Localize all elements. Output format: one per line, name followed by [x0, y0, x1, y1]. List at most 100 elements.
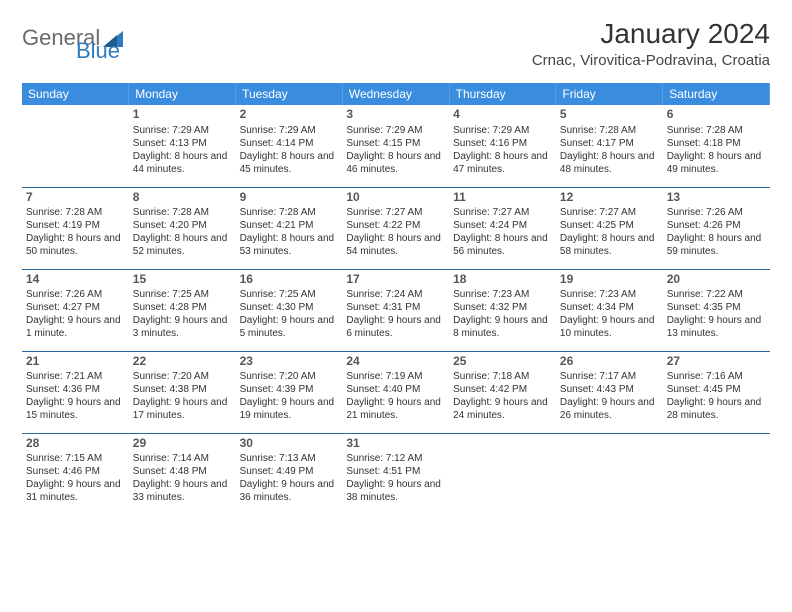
day-number: 27 [667, 354, 766, 370]
sunset-text: Sunset: 4:43 PM [560, 383, 659, 396]
sunset-text: Sunset: 4:40 PM [346, 383, 445, 396]
sunset-text: Sunset: 4:26 PM [667, 219, 766, 232]
sunrise-text: Sunrise: 7:29 AM [133, 124, 232, 137]
location-text: Crnac, Virovitica-Podravina, Croatia [532, 52, 770, 69]
sunrise-text: Sunrise: 7:18 AM [453, 370, 552, 383]
sunset-text: Sunset: 4:25 PM [560, 219, 659, 232]
calendar-row: 21Sunrise: 7:21 AMSunset: 4:36 PM Dayligh… [22, 351, 770, 433]
day-number: 14 [26, 272, 125, 288]
brand-logo: General Blue [22, 18, 123, 58]
calendar-cell: 12Sunrise: 7:27 AMSunset: 4:25 PMDayligh… [556, 187, 663, 269]
sunrise-text: Sunrise: 7:26 AM [667, 206, 766, 219]
daylight-text: Daylight: 8 hours and 50 minutes. [26, 232, 125, 258]
calendar-cell: 27Sunrise: 7:16 AMSunset: 4:45 PMDayligh… [663, 351, 770, 433]
weekday-header: Friday [556, 83, 663, 105]
day-number: 11 [453, 190, 552, 206]
calendar-cell: 2Sunrise: 7:29 AMSunset: 4:14 PMDaylight… [236, 105, 343, 187]
calendar-cell: 17Sunrise: 7:24 AMSunset: 4:31 PMDayligh… [342, 269, 449, 351]
sunset-text: Sunset: 4:17 PM [560, 137, 659, 150]
weekday-header: Thursday [449, 83, 556, 105]
calendar-cell: 21Sunrise: 7:21 AMSunset: 4:36 PMDayligh… [22, 351, 129, 433]
day-number: 16 [240, 272, 339, 288]
day-number: 10 [346, 190, 445, 206]
calendar-table: Sunday Monday Tuesday Wednesday Thursday… [22, 83, 770, 515]
sunset-text: Sunset: 4:31 PM [346, 301, 445, 314]
daylight-text: Daylight: 9 hours and 10 minutes. [560, 314, 659, 340]
daylight-text: Daylight: 8 hours and 52 minutes. [133, 232, 232, 258]
sunrise-text: Sunrise: 7:22 AM [667, 288, 766, 301]
sunset-text: Sunset: 4:51 PM [346, 465, 445, 478]
sunrise-text: Sunrise: 7:21 AM [26, 370, 125, 383]
sunset-text: Sunset: 4:15 PM [346, 137, 445, 150]
day-number: 22 [133, 354, 232, 370]
sunrise-text: Sunrise: 7:16 AM [667, 370, 766, 383]
sunset-text: Sunset: 4:38 PM [133, 383, 232, 396]
day-number: 31 [346, 436, 445, 452]
calendar-cell: 25Sunrise: 7:18 AMSunset: 4:42 PMDayligh… [449, 351, 556, 433]
daylight-text: Daylight: 8 hours and 59 minutes. [667, 232, 766, 258]
calendar-cell: 5Sunrise: 7:28 AMSunset: 4:17 PMDaylight… [556, 105, 663, 187]
weekday-header: Sunday [22, 83, 129, 105]
day-number: 2 [240, 107, 339, 123]
weekday-header: Saturday [663, 83, 770, 105]
sunrise-text: Sunrise: 7:20 AM [133, 370, 232, 383]
sunset-text: Sunset: 4:36 PM [26, 383, 125, 396]
sunrise-text: Sunrise: 7:12 AM [346, 452, 445, 465]
calendar-cell: 7Sunrise: 7:28 AMSunset: 4:19 PMDaylight… [22, 187, 129, 269]
daylight-text: Daylight: 9 hours and 6 minutes. [346, 314, 445, 340]
calendar-cell: 1Sunrise: 7:29 AMSunset: 4:13 PMDaylight… [129, 105, 236, 187]
calendar-row: 28Sunrise: 7:15 AMSunset: 4:46 PMDayligh… [22, 433, 770, 515]
day-number: 25 [453, 354, 552, 370]
calendar-cell: 6Sunrise: 7:28 AMSunset: 4:18 PMDaylight… [663, 105, 770, 187]
sunrise-text: Sunrise: 7:17 AM [560, 370, 659, 383]
daylight-text: Daylight: 9 hours and 8 minutes. [453, 314, 552, 340]
sunset-text: Sunset: 4:45 PM [667, 383, 766, 396]
sunrise-text: Sunrise: 7:28 AM [560, 124, 659, 137]
day-number: 30 [240, 436, 339, 452]
calendar-cell [22, 105, 129, 187]
calendar-cell: 20Sunrise: 7:22 AMSunset: 4:35 PMDayligh… [663, 269, 770, 351]
day-number: 19 [560, 272, 659, 288]
calendar-cell [663, 433, 770, 515]
day-number: 1 [133, 107, 232, 123]
sunset-text: Sunset: 4:49 PM [240, 465, 339, 478]
daylight-text: Daylight: 9 hours and 1 minute. [26, 314, 125, 340]
sunset-text: Sunset: 4:35 PM [667, 301, 766, 314]
daylight-text: Daylight: 8 hours and 53 minutes. [240, 232, 339, 258]
day-number: 21 [26, 354, 125, 370]
sunrise-text: Sunrise: 7:29 AM [453, 124, 552, 137]
calendar-cell: 14Sunrise: 7:26 AMSunset: 4:27 PMDayligh… [22, 269, 129, 351]
sunset-text: Sunset: 4:42 PM [453, 383, 552, 396]
sunrise-text: Sunrise: 7:29 AM [240, 124, 339, 137]
daylight-text: Daylight: 9 hours and 28 minutes. [667, 396, 766, 422]
day-number: 5 [560, 107, 659, 123]
day-number: 17 [346, 272, 445, 288]
day-number: 7 [26, 190, 125, 206]
daylight-text: Daylight: 9 hours and 26 minutes. [560, 396, 659, 422]
daylight-text: Daylight: 8 hours and 56 minutes. [453, 232, 552, 258]
day-number: 20 [667, 272, 766, 288]
sunrise-text: Sunrise: 7:28 AM [26, 206, 125, 219]
calendar-cell: 29Sunrise: 7:14 AMSunset: 4:48 PMDayligh… [129, 433, 236, 515]
sunrise-text: Sunrise: 7:23 AM [453, 288, 552, 301]
sunset-text: Sunset: 4:14 PM [240, 137, 339, 150]
sunset-text: Sunset: 4:20 PM [133, 219, 232, 232]
sunrise-text: Sunrise: 7:25 AM [133, 288, 232, 301]
daylight-text: Daylight: 8 hours and 48 minutes. [560, 150, 659, 176]
sunrise-text: Sunrise: 7:25 AM [240, 288, 339, 301]
sunrise-text: Sunrise: 7:28 AM [667, 124, 766, 137]
daylight-text: Daylight: 8 hours and 45 minutes. [240, 150, 339, 176]
sunrise-text: Sunrise: 7:27 AM [453, 206, 552, 219]
day-number: 24 [346, 354, 445, 370]
calendar-cell: 3Sunrise: 7:29 AMSunset: 4:15 PMDaylight… [342, 105, 449, 187]
calendar-cell: 19Sunrise: 7:23 AMSunset: 4:34 PMDayligh… [556, 269, 663, 351]
sunrise-text: Sunrise: 7:27 AM [346, 206, 445, 219]
sunset-text: Sunset: 4:34 PM [560, 301, 659, 314]
calendar-cell: 30Sunrise: 7:13 AMSunset: 4:49 PMDayligh… [236, 433, 343, 515]
day-number: 12 [560, 190, 659, 206]
sunset-text: Sunset: 4:22 PM [346, 219, 445, 232]
calendar-cell: 9Sunrise: 7:28 AMSunset: 4:21 PMDaylight… [236, 187, 343, 269]
weekday-header-row: Sunday Monday Tuesday Wednesday Thursday… [22, 83, 770, 105]
daylight-text: Daylight: 8 hours and 44 minutes. [133, 150, 232, 176]
day-number: 8 [133, 190, 232, 206]
